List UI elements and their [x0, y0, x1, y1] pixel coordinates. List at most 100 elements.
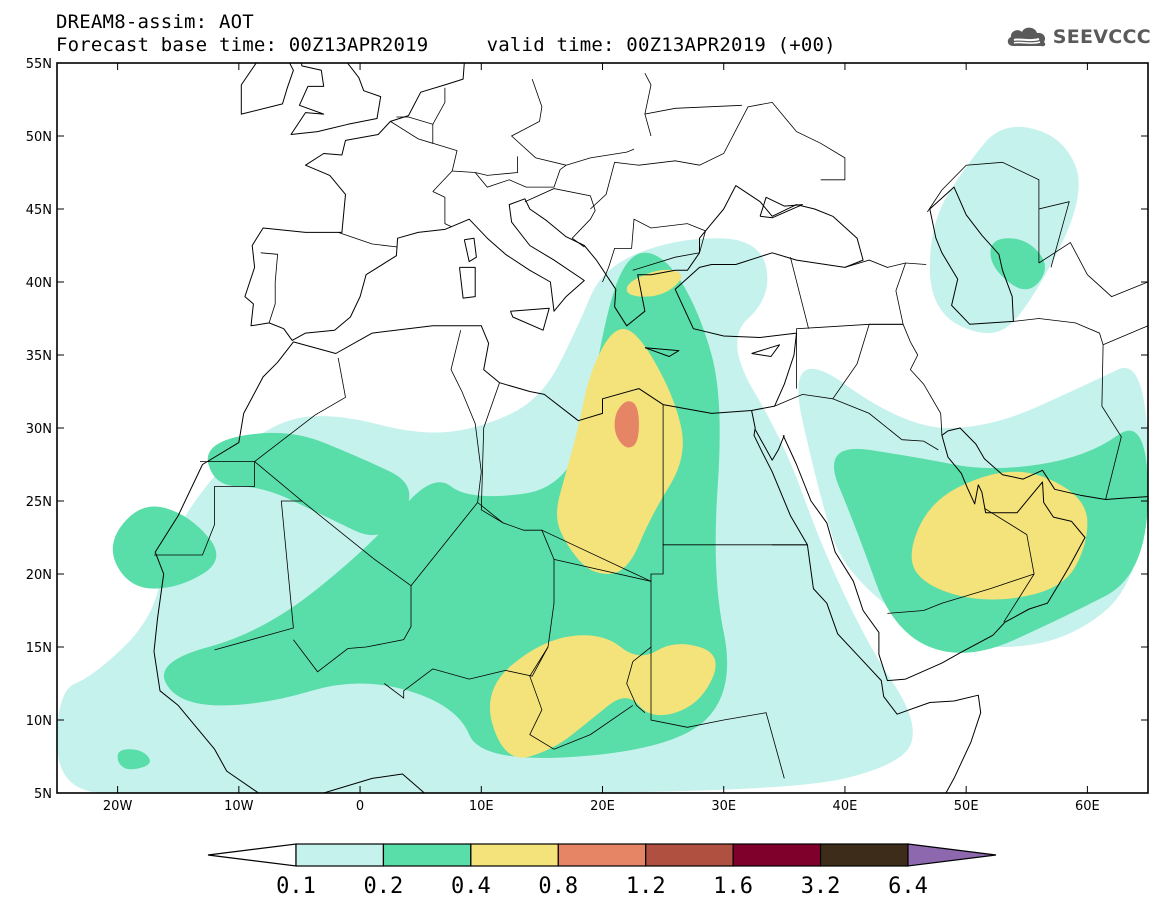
lat-tick-label: 50N — [26, 130, 52, 145]
colorbar-box-5 — [732, 843, 822, 867]
country-border-38 — [260, 252, 279, 324]
country-border-33 — [432, 170, 453, 192]
colorbar-box-1 — [382, 843, 472, 867]
lat-tick-label: 55N — [26, 57, 52, 72]
aot-area-0.4-0.8-2 — [911, 471, 1088, 600]
country-border-28 — [644, 104, 742, 137]
country-border-36 — [524, 188, 596, 248]
country-border-27 — [590, 101, 846, 210]
lat-tick-label: 20N — [26, 568, 52, 583]
coastline-0 — [153, 651, 426, 793]
coastlines — [153, 63, 1148, 793]
colorbar-label: 6.4 — [888, 874, 928, 899]
coastline-11 — [754, 429, 785, 461]
country-border-11 — [529, 646, 634, 750]
coastline-2 — [290, 63, 382, 135]
lat-tick-label: 45N — [26, 203, 52, 218]
aot-area-0.2-0.4-5 — [117, 749, 150, 770]
lat-tick-label: 5N — [34, 787, 52, 802]
colorbar-box-3 — [557, 843, 647, 867]
colorbar-label: 0.1 — [276, 874, 316, 899]
lat-tick-label: 25N — [26, 495, 52, 510]
lon-tick-label: 50E — [954, 799, 979, 814]
logo-text: SEEVCCC — [1052, 26, 1151, 48]
country-border-25 — [927, 161, 1040, 213]
country-border-37 — [338, 232, 398, 248]
country-border-26 — [602, 218, 706, 283]
colorbar-box-0 — [295, 843, 385, 867]
lon-tick-label: 10E — [469, 799, 494, 814]
seevccc-logo: SEEVCCC — [1005, 24, 1151, 50]
colorbar-label: 1.6 — [713, 874, 753, 899]
forecast-time-subtitle: Forecast base time: 00Z13APR2019 valid t… — [56, 34, 836, 56]
coastline-1 — [153, 63, 864, 652]
aot-area-0.4-0.8-0 — [557, 328, 683, 574]
country-border-5 — [384, 502, 555, 699]
country-border-42 — [1038, 242, 1148, 298]
aot-area-0.2-0.4-4 — [990, 238, 1045, 290]
country-border-30 — [535, 148, 635, 166]
aot-area-0.1-0.2-2 — [929, 126, 1079, 334]
colorbar-box-4 — [645, 843, 734, 867]
country-border-31 — [510, 78, 543, 159]
country-border-9 — [553, 559, 652, 582]
country-border-21 — [1003, 573, 1035, 623]
country-border-24 — [1038, 201, 1070, 268]
colorbar-label: 0.4 — [451, 874, 491, 899]
colorbar-box-2 — [470, 843, 559, 867]
lon-tick-label: 30E — [711, 799, 736, 814]
lon-tick-label: 20W — [103, 799, 133, 814]
colorbar: 0.1 0.2 0.4 0.8 1.2 1.6 3.2 6.4 — [207, 843, 997, 899]
coastline-9 — [759, 196, 803, 219]
country-border-10 — [626, 581, 652, 714]
lon-tick-label: 40E — [833, 799, 858, 814]
coastline-13 — [929, 186, 1014, 325]
lat-tick-label: 15N — [26, 641, 52, 656]
country-border-0 — [214, 461, 304, 651]
country-border-39 — [390, 116, 434, 144]
lat-tick-label: 40N — [26, 276, 52, 291]
aot-area-0.2-0.4-0 — [112, 506, 217, 589]
aot-area-0.2-0.4-1 — [163, 252, 728, 758]
aot-area-0.8-1.2-0 — [614, 401, 639, 448]
country-border-16 — [832, 398, 939, 451]
aot-area-0.4-0.8-1 — [489, 635, 716, 758]
lon-tick-label: 20E — [590, 799, 615, 814]
country-border-40 — [432, 87, 446, 125]
country-border-35 — [474, 164, 567, 188]
country-border-17 — [869, 323, 943, 436]
lon-tick-label: 0 — [356, 799, 364, 814]
country-border-41 — [790, 257, 809, 329]
lat-tick-label: 35N — [26, 349, 52, 364]
colorbar-label: 3.2 — [801, 874, 841, 899]
coastline-3 — [240, 63, 294, 115]
coastline-5 — [463, 237, 477, 263]
country-border-20 — [887, 507, 1035, 614]
country-border-22 — [1013, 318, 1122, 500]
country-border-2 — [254, 357, 346, 462]
country-border-34 — [432, 191, 452, 227]
colorbar-label: 1.2 — [626, 874, 666, 899]
country-borders — [154, 73, 1148, 779]
country-border-3 — [293, 500, 412, 673]
map-title: DREAM8-assim: AOT — [56, 11, 254, 33]
country-border-29 — [644, 73, 652, 115]
colorbar-label: 0.8 — [538, 874, 578, 899]
country-border-19 — [844, 259, 906, 268]
country-border-23 — [1102, 325, 1148, 346]
coastline-6 — [509, 307, 550, 331]
lon-tick-label: 60E — [1075, 799, 1100, 814]
country-border-13 — [650, 647, 785, 779]
coastline-7 — [644, 347, 680, 357]
lat-tick-label: 30N — [26, 422, 52, 437]
country-border-7 — [541, 529, 808, 582]
axis-ticks: 20W 10W 0 10E 20E 30E 40E 50E 60E 55N 50N 45N 40N 35N… — [26, 57, 1148, 814]
lat-tick-label: 10N — [26, 714, 52, 729]
aot-fields — [57, 126, 1148, 793]
lon-tick-label: 10W — [224, 799, 254, 814]
cloud-logo-icon — [1007, 27, 1045, 47]
colorbar-label: 0.2 — [364, 874, 404, 899]
country-border-6 — [480, 382, 504, 524]
colorbar-under-arrow — [207, 843, 297, 867]
